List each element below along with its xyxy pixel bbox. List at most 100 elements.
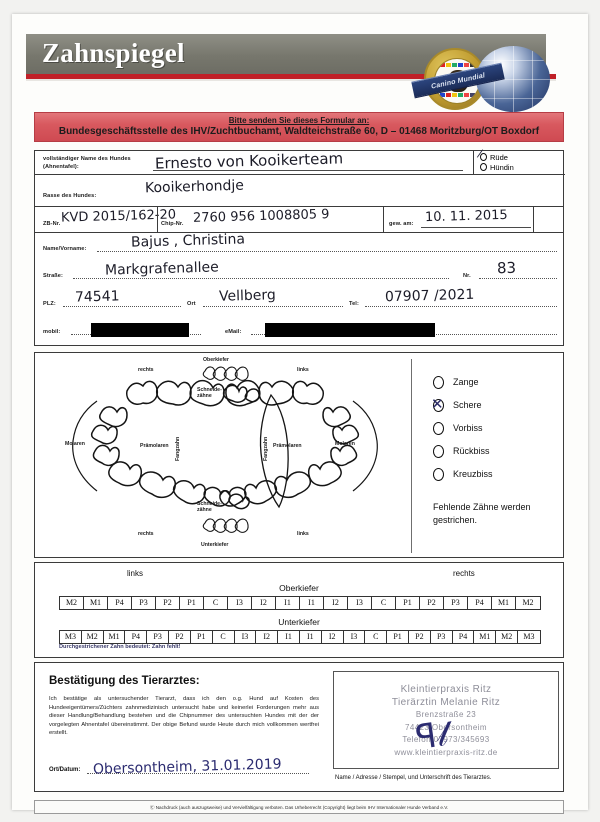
tooth-cell[interactable]: C [372, 597, 396, 609]
tooth-cell[interactable]: P3 [132, 597, 156, 609]
teeth-row-upper[interactable]: M2 M1 P4 P3 P2 P1 C I3 I2 I1 I1 I2 I3 C P1 P2 P3 P4 M1 M2 [59, 596, 541, 610]
tooth-cell[interactable]: M3 [523, 632, 535, 641]
tooth-cell[interactable]: I1 [300, 597, 324, 609]
radio-zange-icon[interactable] [433, 376, 444, 389]
radio-vorbiss-icon[interactable] [433, 422, 444, 435]
zb-label: ZB-Nr. [43, 221, 61, 227]
tooth-cell[interactable]: I1 [300, 631, 322, 643]
dental-label-oberkiefer: Oberkiefer [203, 357, 229, 363]
dental-label-rechts-top: rechts [138, 367, 154, 373]
teeth-left-label: links [127, 569, 144, 578]
owner-name-value[interactable]: Bajus , Christina [130, 231, 246, 251]
zb-value[interactable]: KVD 2015/162-20 [60, 207, 177, 226]
vet-stamp-caption: Name / Adresse / Stempel, und Unterschri… [335, 775, 492, 781]
tooth-cell[interactable]: P1 [191, 631, 213, 643]
tooth-cell[interactable]: M3 [60, 631, 82, 643]
tooth-cell[interactable]: P3 [444, 597, 468, 609]
housenr-value[interactable]: 83 [496, 258, 517, 278]
place-date-dots [87, 773, 309, 774]
registration-divider-2 [383, 207, 384, 233]
tooth-cell[interactable]: P4 [453, 631, 475, 643]
tooth-cell[interactable]: M1 [492, 597, 516, 609]
tooth-cell[interactable]: I3 [235, 631, 257, 643]
tooth-cell[interactable]: P4 [108, 597, 132, 609]
plz-value[interactable]: 74541 [74, 288, 120, 306]
tooth-cell[interactable]: I3 [344, 631, 366, 643]
tooth-cell[interactable]: I3 [348, 597, 372, 609]
tooth-cell[interactable]: P1 [387, 631, 409, 643]
tooth-cell[interactable]: M2 [60, 597, 84, 609]
teeth-row-lower[interactable]: M3 M2 M1 P4 P3 P2 P1 C I3 I2 I1 I1 I2 I3 C P1 P2 P3 P4 M1 M2… [59, 630, 541, 644]
vet-paragraph: Ich bestätige als untersuchender Tierarz… [49, 696, 319, 737]
born-value[interactable]: 10. 11. 2015 [424, 207, 508, 226]
tooth-cell[interactable]: I2 [252, 597, 276, 609]
tooth-cell[interactable]: P1 [180, 597, 204, 609]
tooth-cell[interactable]: M1 [104, 631, 126, 643]
sex-selector[interactable]: Rüde Hündin / [473, 147, 565, 175]
tooth-cell[interactable]: P3 [147, 631, 170, 643]
housenr-dots [479, 278, 557, 279]
mobil-value-redacted[interactable] [91, 323, 189, 337]
street-label: Straße: [43, 273, 63, 279]
sex-option-male[interactable]: Rüde [480, 153, 565, 163]
bite-label-schere: Schere [453, 400, 482, 410]
tooth-cell[interactable]: M2 [82, 631, 104, 643]
teeth-lower-label: Unterkiefer [278, 617, 320, 627]
city-value[interactable]: Vellberg [218, 287, 276, 305]
tooth-cell[interactable]: M1 [474, 631, 497, 643]
radio-kreuzbiss-icon[interactable] [433, 468, 444, 481]
tel-dots [365, 306, 557, 307]
tooth-cell[interactable]: P4 [468, 597, 492, 609]
sex-female-label: Hündin [490, 163, 514, 172]
stamp-line-5: Telefon 07973/345693 [402, 735, 490, 744]
tooth-cell[interactable]: P2 [169, 631, 191, 643]
dental-label-molaren-right: Molaren [335, 441, 355, 447]
tooth-cell[interactable]: C [365, 631, 388, 643]
dental-label-fangzahn-right: Fangzahn [263, 436, 269, 461]
email-label: eMail: [225, 329, 242, 335]
tooth-cell[interactable]: I1 [276, 597, 300, 609]
street-value[interactable]: Markgrafenallee [104, 259, 219, 279]
tooth-cell[interactable]: I1 [278, 631, 300, 643]
bite-label-vorbiss: Vorbiss [453, 423, 483, 433]
tel-value[interactable]: 07907 /2021 [384, 286, 475, 306]
bite-label-kreuzbiss: Kreuzbiss [453, 469, 493, 479]
breed-row [35, 175, 563, 207]
dental-label-praemolaren-left: Prämolaren [140, 443, 169, 449]
tooth-cell[interactable]: P3 [431, 631, 453, 643]
born-label: gew. am: [389, 221, 414, 227]
radio-female-icon[interactable] [480, 163, 487, 171]
tooth-cell[interactable]: M1 [84, 597, 108, 609]
dental-label-praemolaren-right: Prämolaren [273, 443, 302, 449]
teeth-chart-panel: links rechts Oberkiefer M2 M1 P4 P3 P2 P1 C I3 I… [34, 562, 564, 658]
dental-label-links-bottom: links [297, 531, 309, 537]
dental-label-molaren-left: Molaren [65, 441, 85, 447]
tooth-cell[interactable]: M2 [522, 598, 534, 607]
sex-male-label: Rüde [490, 153, 508, 162]
tooth-cell[interactable]: P2 [409, 631, 431, 643]
breed-value[interactable]: Kooikerhondje [144, 177, 245, 197]
plz-label: PLZ: [43, 301, 56, 307]
tooth-cell[interactable]: P2 [420, 597, 444, 609]
tooth-cell[interactable]: C [204, 597, 228, 609]
tooth-cell[interactable]: P1 [396, 597, 420, 609]
tooth-cell[interactable]: C [213, 631, 235, 643]
place-date-label: Ort/Datum: [49, 767, 81, 773]
radio-male-icon[interactable] [480, 153, 487, 161]
plz-dots [63, 306, 181, 307]
tooth-cell[interactable]: I2 [256, 631, 279, 643]
tooth-cell[interactable]: I2 [324, 597, 348, 609]
email-value-redacted[interactable] [265, 323, 435, 337]
stamp-line-6: www.kleintierpraxis-ritz.de [394, 747, 498, 757]
tooth-cell[interactable]: M2 [496, 631, 519, 643]
tooth-cell[interactable]: I3 [228, 597, 252, 609]
tooth-cell[interactable]: P4 [125, 631, 148, 643]
header-red-rule-gap [26, 79, 556, 81]
mobil-label: mobil: [43, 329, 61, 335]
place-date-value[interactable]: Obersontheim, 31.01.2019 [92, 756, 282, 778]
tooth-cell[interactable]: I2 [322, 631, 344, 643]
sex-option-female[interactable]: Hündin [480, 163, 565, 173]
radio-rueckbiss-icon[interactable] [433, 445, 444, 458]
tooth-cell[interactable]: P2 [156, 597, 180, 609]
radio-schere-icon[interactable] [433, 399, 444, 412]
